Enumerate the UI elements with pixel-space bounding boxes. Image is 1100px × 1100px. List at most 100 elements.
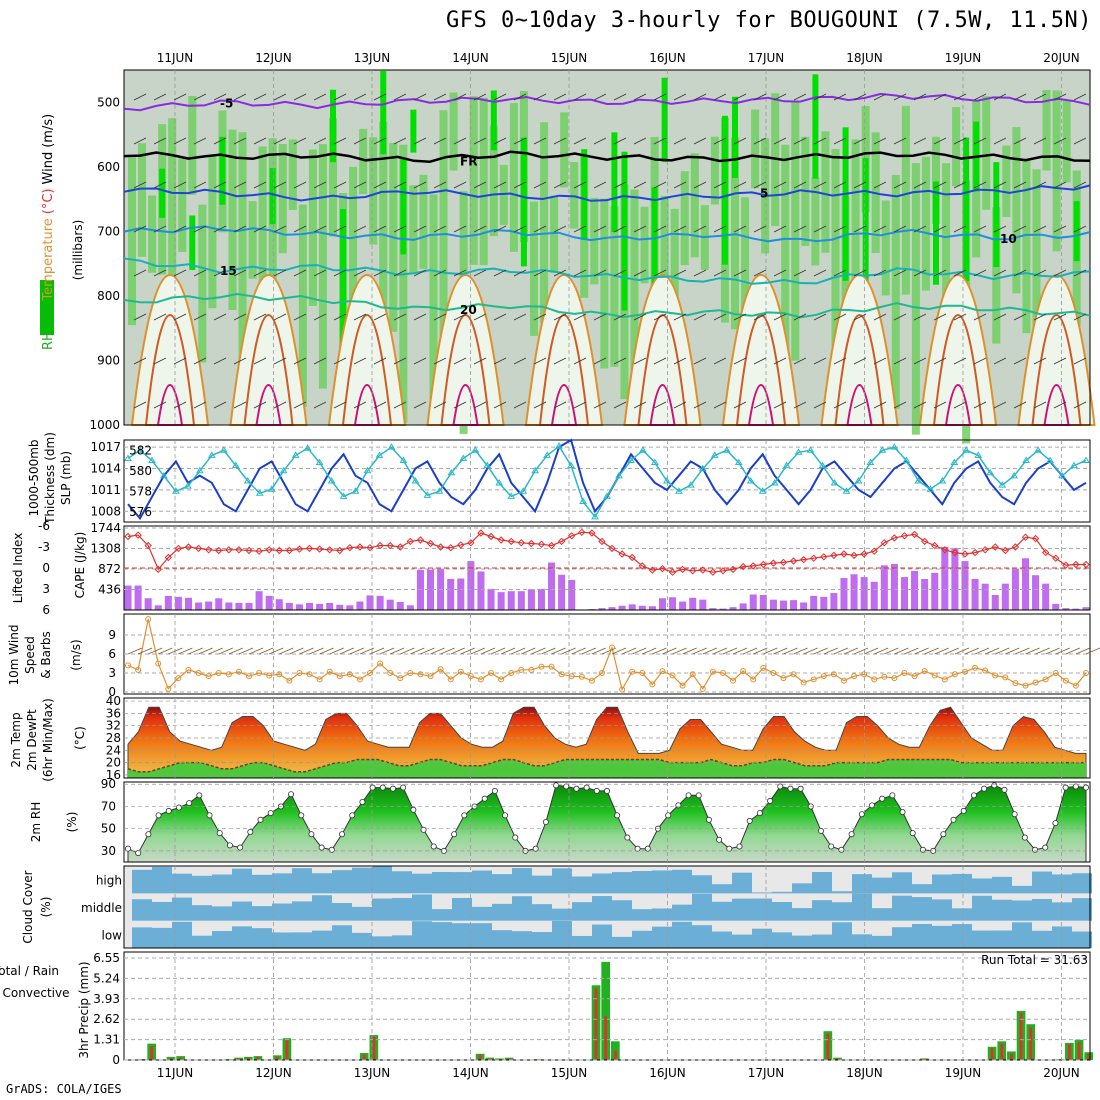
wind-barb (1053, 181, 1067, 189)
cloud-bar (692, 875, 712, 894)
wind-speed-point (457, 668, 464, 675)
wind-barb (453, 313, 467, 321)
cloud-bar (692, 925, 712, 948)
page-title: GFS 0~10day 3-hourly for BOUGOUNI (7.5W,… (445, 8, 1092, 33)
wind-barb (433, 137, 447, 145)
cloud-bar (312, 873, 332, 894)
wind-barb (673, 313, 687, 321)
wind-barb (813, 647, 828, 655)
wind-speed-point (851, 673, 858, 680)
thickness-point (962, 446, 971, 453)
cloud-bar (292, 932, 312, 948)
rh-point (216, 830, 223, 837)
wind-barb (873, 313, 887, 321)
wind-speed-point (417, 671, 424, 678)
wind-barb (973, 401, 987, 409)
temp-tick: 40 (106, 694, 121, 708)
wind-barb (173, 357, 187, 365)
wind-barb (613, 269, 627, 277)
cloud-bar (552, 908, 572, 921)
wind-barb (873, 357, 887, 365)
rh-point (767, 797, 774, 804)
cloud-bar (552, 920, 572, 948)
wind-barb (353, 313, 367, 321)
cape-bar (709, 608, 717, 610)
wind-speed-point (1062, 677, 1069, 684)
temp-ylabel: (6hr Min/Max) (41, 698, 55, 782)
wind-barb (133, 357, 147, 365)
rh-point (889, 792, 896, 799)
wind-barb (893, 93, 907, 101)
wind-barb (433, 181, 447, 189)
dewpoint-area (128, 759, 1086, 778)
wind-barb (693, 137, 707, 145)
wind-barb (813, 269, 827, 277)
wind-barb (1013, 401, 1027, 409)
wind-speed-point (1012, 680, 1019, 687)
rh-point (542, 819, 549, 826)
lifted-index-point (396, 543, 404, 551)
rh-high-streak (581, 149, 588, 240)
thickness-point (806, 446, 815, 453)
lifted-index-point (346, 543, 354, 552)
temp-ylabel: 2m DewPt (25, 709, 39, 771)
wind-barb (1085, 647, 1100, 655)
wind-speed-point (346, 671, 353, 678)
cape-bar (890, 563, 898, 610)
wind-barb (573, 225, 587, 233)
precip-convective-bar (275, 1056, 279, 1060)
rh-mid-streak (409, 185, 418, 273)
wind-barb (253, 401, 267, 409)
cape-bar (961, 561, 969, 610)
cape-bar (658, 598, 666, 610)
wind-barb (933, 357, 947, 365)
cloud-bar (292, 901, 312, 921)
wind-barb (373, 93, 387, 101)
thickness-tick: 580 (129, 464, 152, 478)
wind-barb (293, 93, 307, 101)
wind-speed-point (1072, 682, 1079, 689)
cape-bar (184, 597, 193, 610)
thickness-point (842, 487, 851, 494)
wind-barb (533, 225, 547, 233)
lifted-index-point (608, 544, 616, 553)
hot-dome-contour (144, 313, 196, 426)
lifted-index-point (810, 554, 818, 562)
cape-bar (124, 585, 132, 610)
rh-high-streak (219, 136, 226, 205)
cape-bar (941, 546, 949, 610)
rh-mid-streak (469, 96, 478, 265)
lifted-index-point (537, 540, 546, 548)
slp-tick: 1011 (90, 483, 121, 497)
wind-barb (693, 93, 707, 101)
hot-dome-contour (243, 313, 294, 426)
wind-barb (813, 401, 827, 409)
wind-barb (253, 181, 267, 189)
wind-barb (953, 137, 967, 145)
precip-tick: 5.24 (93, 971, 120, 985)
wind-barb (853, 225, 867, 233)
wind-barb (873, 401, 887, 409)
wind-barb (258, 647, 274, 655)
thickness-point (231, 461, 240, 469)
wind-barb (853, 181, 867, 189)
cape-bar (427, 569, 435, 610)
cloud-units: (%) (39, 897, 53, 918)
cape-bar (497, 592, 505, 610)
wind-barb (137, 647, 153, 655)
wind-barb (924, 647, 939, 655)
wind-barb (273, 225, 287, 233)
cloud-bar (232, 868, 252, 894)
lifted-index-point (729, 565, 737, 574)
wind-barb (293, 137, 307, 145)
wind-barb (843, 647, 859, 655)
lifted-index-point (971, 548, 979, 557)
wind-barb (393, 137, 407, 145)
thickness-point (567, 461, 575, 469)
wind-barb (373, 137, 387, 145)
rh-point (267, 810, 274, 817)
cloud-bar (652, 926, 672, 948)
precip-tick: 6.55 (93, 951, 120, 965)
wind-barb (873, 269, 887, 277)
